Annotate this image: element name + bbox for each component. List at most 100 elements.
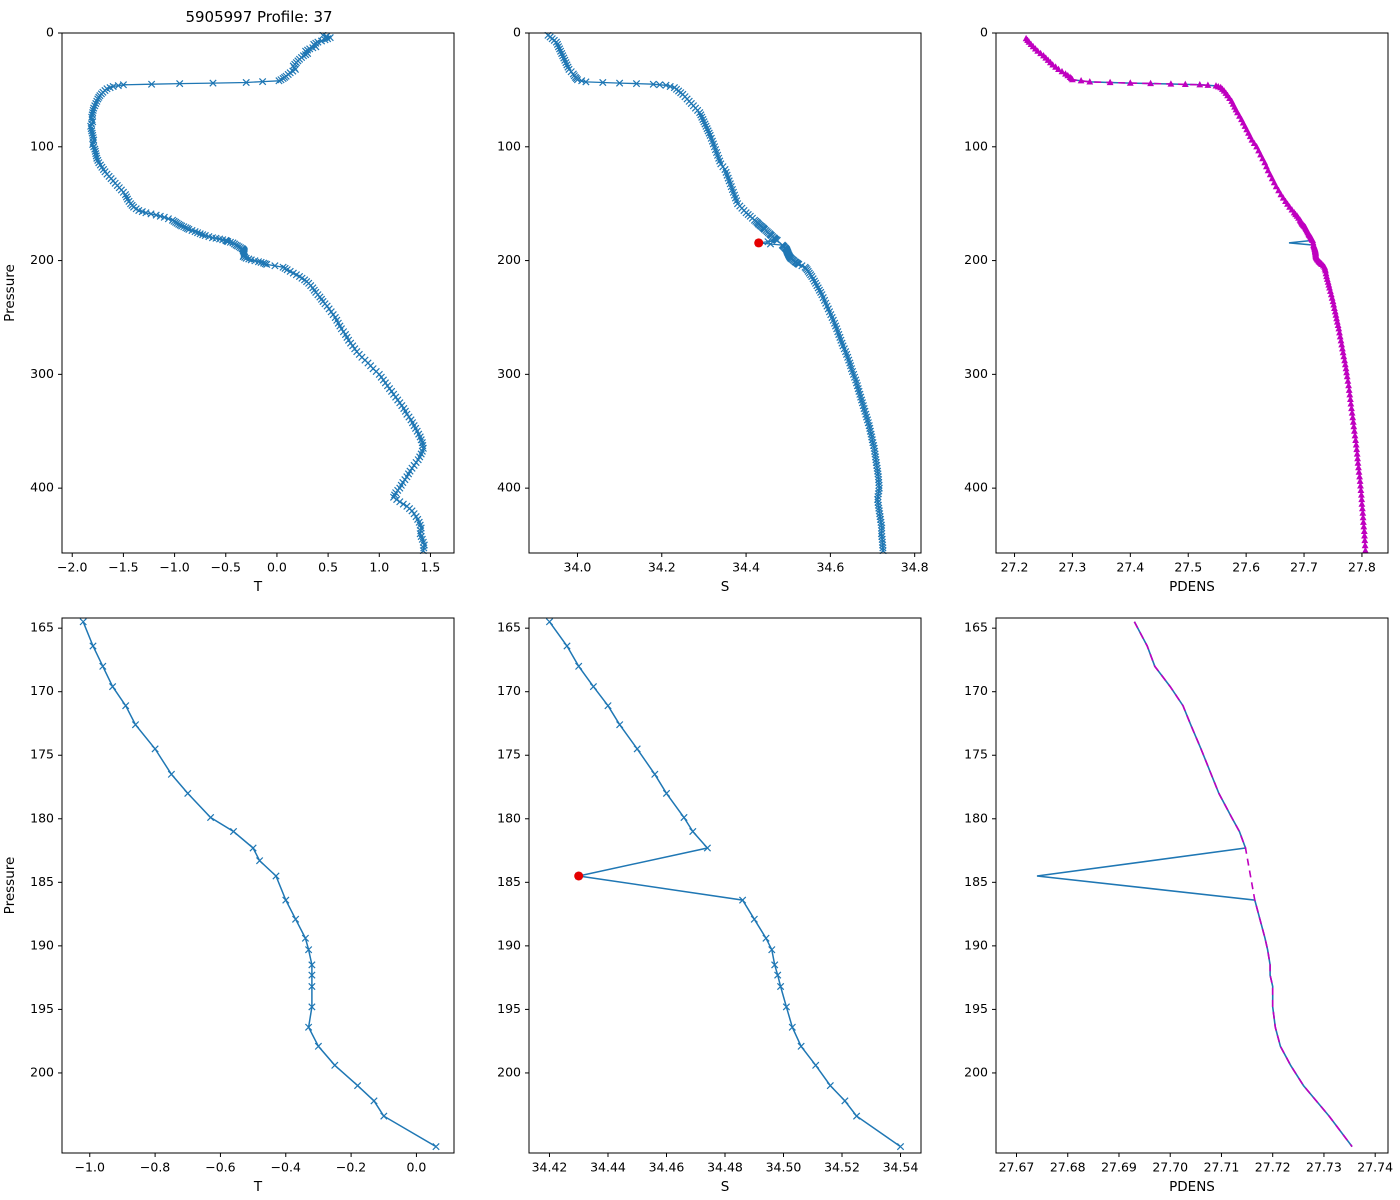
x-markers-S <box>544 32 887 554</box>
x-tick-label: −2.0 <box>57 560 87 575</box>
subplot-salinity-full: 34.0 34.2 34.4 34.6 34.8 0 100 200 300 400 S <box>467 0 934 600</box>
axes-frame <box>995 32 1389 554</box>
x-tick-label: 27.68 <box>1050 1160 1086 1175</box>
x-tick-label: 27.74 <box>1357 1160 1393 1175</box>
subplot-salinity-zoom: 34.42 34.44 34.46 34.48 34.50 34.52 34.54 165 17… <box>467 600 934 1200</box>
x-markers-T <box>79 618 440 1151</box>
y-tick-label: 195 <box>30 1001 54 1016</box>
figure-title: 5905997 Profile: 37 <box>185 8 333 26</box>
x-tick-label: −0.2 <box>336 1160 366 1175</box>
subplot-temperature-full: −2.0 −1.5 −1.0 −0.5 0.0 0.5 1.0 1.5 0 100 200 300 40… <box>0 0 467 600</box>
triangle-markers-PDENS-overlay <box>1022 34 1369 554</box>
x-tick-label: 27.72 <box>1255 1160 1291 1175</box>
x-tick-label: 27.8 <box>1348 560 1376 575</box>
x-axis-label: S <box>721 579 730 595</box>
y-tick-label: 170 <box>30 683 54 698</box>
y-tick-label: 170 <box>964 683 988 698</box>
y-tick-label: 300 <box>497 366 521 381</box>
highlight-point <box>754 238 764 248</box>
series-T <box>90 34 425 551</box>
y-tick-label: 175 <box>497 747 521 762</box>
x-tick-label: −0.5 <box>211 560 241 575</box>
series-S <box>548 621 901 1148</box>
x-tick-label: 1.0 <box>369 560 389 575</box>
x-tick-label: −0.8 <box>140 1160 170 1175</box>
y-tick-label: 200 <box>497 1064 521 1079</box>
y-tick-label: 400 <box>497 480 521 495</box>
x-tick-label: 34.48 <box>707 1160 743 1175</box>
y-axis-label: Pressure <box>2 857 18 915</box>
y-tick-label: 400 <box>964 480 988 495</box>
x-tick-label: 27.73 <box>1306 1160 1342 1175</box>
x-tick-label: 27.6 <box>1232 560 1260 575</box>
y-tick-label: 400 <box>30 480 54 495</box>
y-tick-label: 175 <box>964 747 988 762</box>
x-tick-label: 34.42 <box>532 1160 568 1175</box>
x-tick-label: 27.71 <box>1204 1160 1240 1175</box>
y-tick-label: 200 <box>30 252 54 267</box>
subplot-temperature-zoom: −1.0 −0.8 −0.6 −0.4 −0.2 0.0 165 170 175 180 185 19… <box>0 600 467 1200</box>
axes-frame <box>528 617 922 1154</box>
subplot-pdens-full: 27.2 27.3 27.4 27.5 27.6 27.7 27.8 0 100 200 300 40… <box>934 0 1400 600</box>
series-PDENS-overlay <box>1025 38 1367 551</box>
salinity-zoom-chart: 34.42 34.44 34.46 34.48 34.50 34.52 34.54 165 17… <box>497 617 922 1195</box>
y-tick-label: 0 <box>980 25 988 40</box>
y-tick-label: 0 <box>46 25 54 40</box>
pdens-full-chart: 27.2 27.3 27.4 27.5 27.6 27.7 27.8 0 100 200 300 40… <box>964 25 1389 595</box>
x-tick-label: −1.0 <box>75 1160 105 1175</box>
pdens-zoom-chart: 27.67 27.68 27.69 27.70 27.71 27.72 27.73 27.74… <box>964 617 1393 1195</box>
x-axis-label: T <box>253 579 263 595</box>
y-tick-label: 200 <box>497 252 521 267</box>
x-tick-label: 34.2 <box>648 560 676 575</box>
y-tick-label: 185 <box>964 874 988 889</box>
x-axis-label: PDENS <box>1169 1179 1215 1195</box>
subplot-pdens-zoom: 27.67 27.68 27.69 27.70 27.71 27.72 27.73 27.74… <box>934 600 1400 1200</box>
x-tick-label: 27.70 <box>1152 1160 1188 1175</box>
y-tick-label: 165 <box>497 620 521 635</box>
x-tick-label: 34.52 <box>824 1160 860 1175</box>
salinity-full-chart: 34.0 34.2 34.4 34.6 34.8 0 100 200 300 400 S <box>497 25 929 596</box>
y-tick-label: 180 <box>497 810 521 825</box>
y-tick-label: 200 <box>30 1064 54 1079</box>
x-tick-label: 27.69 <box>1101 1160 1137 1175</box>
axes-frame <box>61 617 455 1154</box>
y-tick-label: 195 <box>964 1001 988 1016</box>
x-tick-label: 27.4 <box>1116 560 1144 575</box>
y-tick-label: 190 <box>497 937 521 952</box>
y-tick-label: 175 <box>30 747 54 762</box>
x-tick-label: 34.44 <box>590 1160 626 1175</box>
y-tick-label: 180 <box>30 810 54 825</box>
x-tick-label: 27.67 <box>999 1160 1035 1175</box>
x-tick-label: 34.46 <box>649 1160 685 1175</box>
y-tick-label: 180 <box>964 810 988 825</box>
y-tick-label: 190 <box>30 937 54 952</box>
x-tick-label: 34.8 <box>901 560 929 575</box>
x-tick-label: 1.5 <box>421 560 441 575</box>
x-markers-S <box>545 618 905 1151</box>
series-PDENS-overlay <box>1133 621 1353 1148</box>
temperature-full-chart: −2.0 −1.5 −1.0 −0.5 0.0 0.5 1.0 1.5 0 100 200 300 40… <box>2 25 455 595</box>
y-tick-label: 165 <box>964 620 988 635</box>
temperature-zoom-chart: −1.0 −0.8 −0.6 −0.4 −0.2 0.0 165 170 175 180 185 19… <box>2 617 455 1195</box>
x-tick-label: 34.6 <box>816 560 844 575</box>
y-tick-label: 190 <box>964 937 988 952</box>
axes-frame <box>995 617 1389 1154</box>
y-tick-label: 185 <box>30 874 54 889</box>
y-tick-label: 300 <box>30 366 54 381</box>
x-tick-label: 27.7 <box>1290 560 1318 575</box>
y-tick-label: 100 <box>497 138 521 153</box>
x-tick-label: 0.5 <box>318 560 338 575</box>
x-tick-label: 34.0 <box>564 560 592 575</box>
x-tick-label: −1.0 <box>159 560 189 575</box>
y-tick-label: 100 <box>30 138 54 153</box>
x-axis-label: T <box>253 1179 263 1195</box>
y-axis-label: Pressure <box>2 264 18 322</box>
y-tick-label: 300 <box>964 366 988 381</box>
y-tick-label: 100 <box>964 138 988 153</box>
series-PDENS <box>1036 621 1353 1148</box>
x-tick-label: 34.4 <box>732 560 760 575</box>
x-tick-label: −0.6 <box>205 1160 235 1175</box>
highlight-point <box>574 871 584 881</box>
y-tick-label: 170 <box>497 683 521 698</box>
